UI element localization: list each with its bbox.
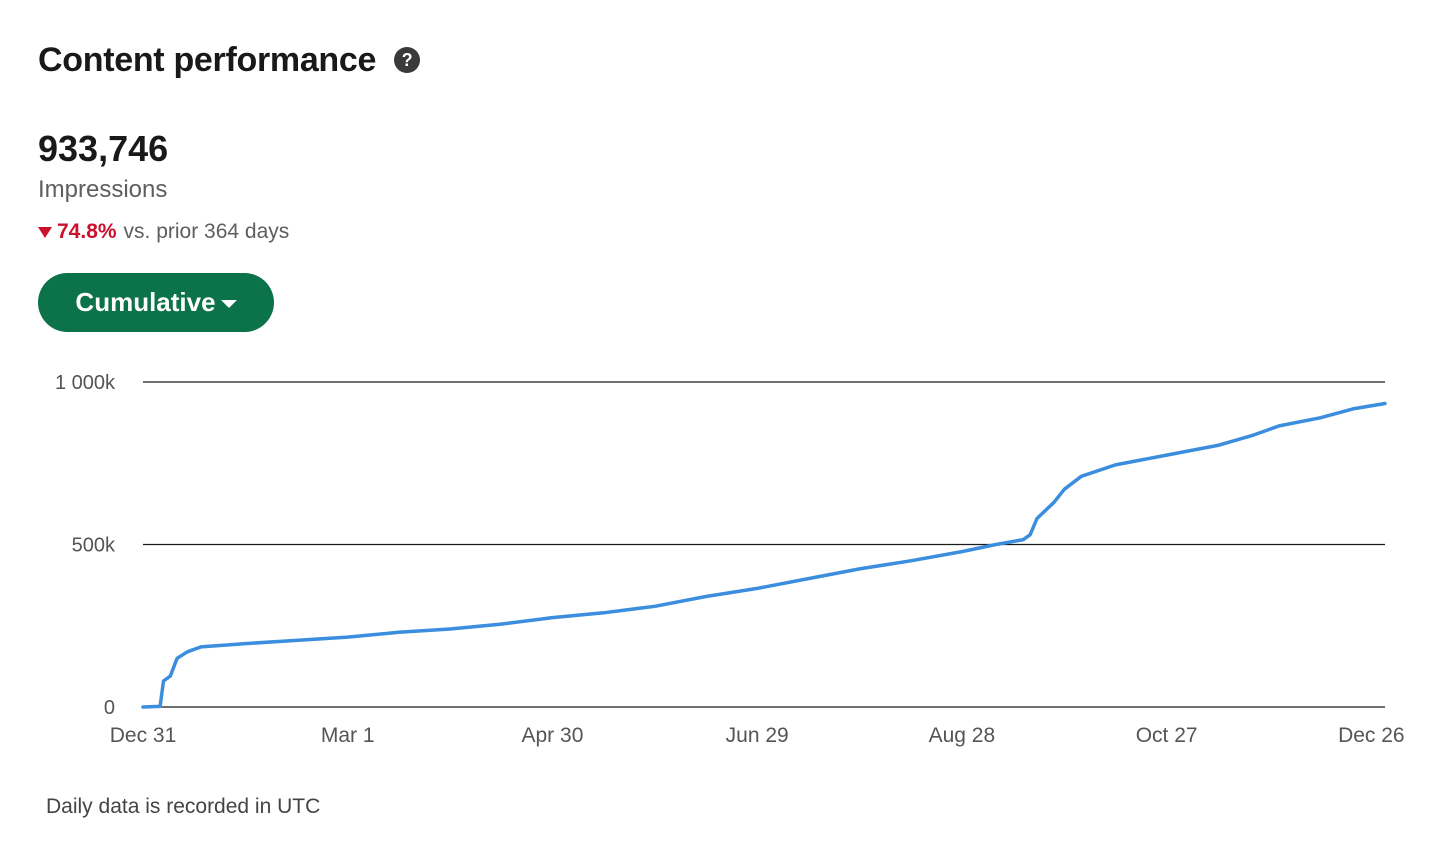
footnote: Daily data is recorded in UTC bbox=[46, 795, 321, 818]
x-tick-label: Mar 1 bbox=[321, 724, 375, 747]
down-arrow-icon bbox=[38, 227, 52, 238]
cumulative-label: Cumulative bbox=[75, 287, 216, 317]
question-circle-icon[interactable]: ? bbox=[394, 47, 421, 73]
x-tick-label: Dec 31 bbox=[110, 724, 177, 747]
change-indicator: 74.8% vs. prior 364 days bbox=[38, 220, 289, 244]
chart-gridlines bbox=[143, 381, 1385, 708]
header: Content performance ? bbox=[38, 38, 421, 82]
change-comparison: vs. prior 364 days bbox=[123, 220, 290, 243]
y-tick-label: 500k bbox=[72, 535, 116, 557]
x-axis-labels: Dec 31 Mar 1 Apr 30 Jun 29 Aug 28 Oct 27 Dec 2… bbox=[110, 724, 1405, 747]
x-tick-label: Apr 30 bbox=[522, 724, 584, 747]
change-percent: 74.8% bbox=[57, 220, 117, 243]
x-tick-label: Dec 26 bbox=[1338, 724, 1405, 747]
impressions-series-line bbox=[141, 401, 1387, 709]
impressions-label: Impressions bbox=[38, 176, 168, 203]
impressions-line-chart: 0 500k 1 000k Dec 31 Mar 1 Apr 30 Jun 29 Aug 2… bbox=[55, 372, 1405, 747]
y-tick-label: 0 bbox=[104, 697, 115, 719]
y-tick-label: 1 000k bbox=[55, 372, 116, 394]
caret-down-icon bbox=[220, 300, 237, 308]
y-axis-labels: 0 500k 1 000k bbox=[55, 372, 116, 719]
impressions-value: 933,746 bbox=[38, 128, 169, 169]
x-tick-label: Jun 29 bbox=[726, 724, 789, 747]
x-tick-label: Aug 28 bbox=[929, 724, 996, 747]
cumulative-dropdown-button[interactable]: Cumulative bbox=[38, 273, 274, 332]
x-tick-label: Oct 27 bbox=[1136, 724, 1198, 747]
chart-series bbox=[141, 401, 1387, 709]
page-title: Content performance bbox=[38, 40, 377, 79]
